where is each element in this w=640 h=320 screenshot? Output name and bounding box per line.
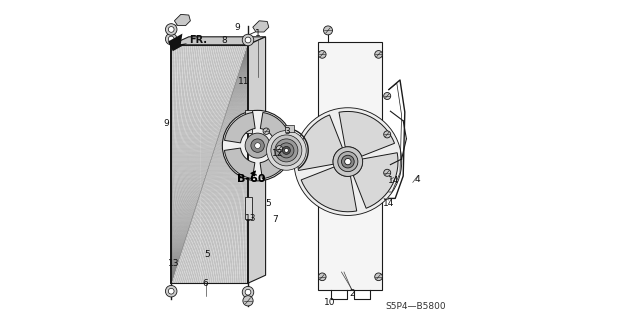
- Circle shape: [168, 27, 174, 32]
- Circle shape: [275, 139, 298, 162]
- Polygon shape: [225, 148, 255, 179]
- Circle shape: [255, 143, 260, 148]
- Text: 6: 6: [202, 279, 207, 288]
- Polygon shape: [253, 21, 269, 32]
- Circle shape: [168, 36, 174, 42]
- Polygon shape: [339, 111, 394, 156]
- Circle shape: [263, 128, 269, 134]
- Circle shape: [276, 146, 283, 152]
- Circle shape: [243, 34, 253, 46]
- Text: 12: 12: [272, 149, 284, 158]
- Polygon shape: [248, 37, 266, 283]
- Polygon shape: [260, 113, 291, 143]
- Circle shape: [323, 26, 333, 35]
- Circle shape: [251, 139, 264, 152]
- Circle shape: [245, 37, 251, 43]
- Text: 11: 11: [238, 77, 250, 86]
- Polygon shape: [174, 14, 191, 26]
- Text: 13: 13: [168, 260, 179, 268]
- Circle shape: [284, 148, 289, 152]
- Polygon shape: [353, 153, 398, 208]
- Circle shape: [165, 33, 177, 45]
- Polygon shape: [172, 37, 266, 45]
- Circle shape: [333, 147, 363, 176]
- Text: 7: 7: [273, 215, 278, 224]
- Circle shape: [384, 92, 390, 100]
- Polygon shape: [225, 112, 255, 143]
- Circle shape: [165, 285, 177, 297]
- Circle shape: [165, 24, 177, 35]
- Circle shape: [342, 155, 354, 168]
- Polygon shape: [260, 148, 291, 179]
- Text: 8: 8: [221, 36, 227, 44]
- Text: 14: 14: [388, 176, 399, 185]
- Circle shape: [375, 273, 382, 281]
- Text: FR.: FR.: [189, 35, 207, 45]
- Polygon shape: [298, 115, 342, 171]
- Polygon shape: [246, 110, 252, 133]
- Circle shape: [279, 143, 294, 158]
- Polygon shape: [285, 125, 294, 132]
- Circle shape: [319, 273, 326, 281]
- Text: 2: 2: [349, 289, 355, 298]
- Text: 10: 10: [324, 298, 335, 307]
- Polygon shape: [301, 167, 356, 212]
- Circle shape: [245, 133, 270, 158]
- Circle shape: [222, 110, 293, 181]
- Circle shape: [168, 288, 174, 294]
- Circle shape: [319, 51, 326, 58]
- Circle shape: [245, 289, 251, 295]
- Polygon shape: [246, 197, 252, 219]
- Circle shape: [243, 296, 253, 306]
- Text: B-60: B-60: [237, 174, 266, 184]
- Circle shape: [282, 147, 291, 154]
- Circle shape: [271, 135, 302, 166]
- Polygon shape: [172, 45, 248, 283]
- Text: S5P4—B5800: S5P4—B5800: [386, 302, 446, 311]
- Circle shape: [384, 131, 390, 138]
- Polygon shape: [319, 42, 383, 290]
- Text: 14: 14: [383, 199, 394, 208]
- Text: 4: 4: [415, 175, 420, 184]
- Text: 13: 13: [245, 214, 256, 223]
- Text: 1: 1: [255, 29, 260, 38]
- Text: 5: 5: [265, 199, 271, 208]
- Circle shape: [384, 169, 390, 176]
- Circle shape: [267, 131, 306, 170]
- Circle shape: [294, 108, 402, 215]
- Text: 3: 3: [285, 127, 290, 136]
- Text: 5: 5: [204, 250, 210, 259]
- Text: 9: 9: [234, 23, 239, 32]
- Text: 9: 9: [163, 119, 168, 128]
- Circle shape: [345, 158, 351, 165]
- Circle shape: [243, 286, 253, 298]
- Polygon shape: [168, 34, 187, 51]
- Circle shape: [375, 51, 382, 58]
- Circle shape: [338, 152, 358, 172]
